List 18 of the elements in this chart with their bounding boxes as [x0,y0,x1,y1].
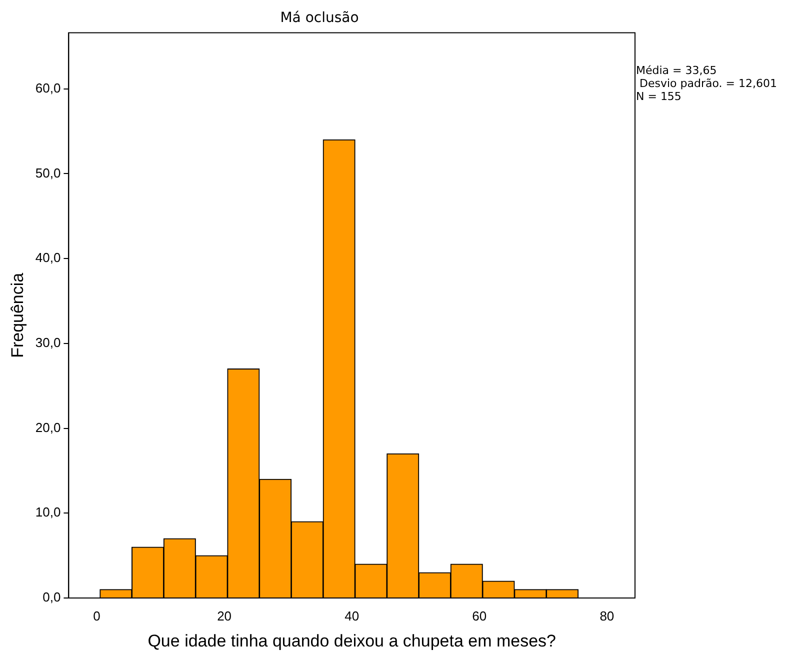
text: N = 155 [636,90,682,103]
text: Média = 33,65 [636,64,718,77]
chart-title: Má oclusão [280,10,359,26]
y-tick-label: 10,0 [35,504,61,520]
y-tick-label: 30,0 [35,334,61,350]
x-tick-label: 0 [93,608,100,624]
x-tick-label: 40 [344,608,360,624]
y-axis-title: Frequência [8,272,27,358]
x-tick-label: 80 [600,608,614,624]
y-tick-label: 40,0 [35,250,61,266]
y-tick-label: 0,0 [42,590,61,605]
y-tick-label: 60,0 [35,80,61,96]
text: Desvio padrão. = 12,601 [638,77,777,90]
x-axis-title: Que idade tinha quando deixou a chupeta em meses? [148,631,556,650]
x-tick-label: 20 [217,608,232,624]
y-tick-label: 20,0 [35,420,61,435]
x-tick-label: 60 [472,608,487,624]
y-tick-label: 50,0 [35,165,61,180]
